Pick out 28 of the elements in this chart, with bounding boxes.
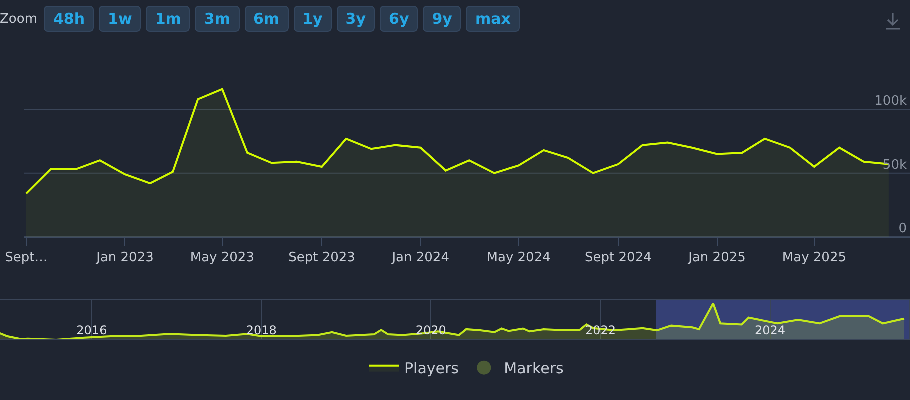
y-tick-label: 50k [882,158,908,173]
x-tick-label: Sept 2024 [585,250,652,266]
x-tick-label: May 2023 [190,250,254,266]
text: max [466,6,520,32]
text: 1w [99,6,142,32]
text: 1y [294,6,332,32]
text: Zoom [0,12,38,26]
text: 6y [380,6,418,32]
x-tick-label: Jan 2024 [391,250,450,266]
x-tick-label: Sept… [5,250,48,266]
x-tick-label: Sept 2023 [288,250,356,266]
legend-label: Markers [504,360,564,378]
x-tick-label: 2018 [246,324,277,338]
text: 48h [44,6,94,32]
text: 6m [244,6,289,32]
text: 1m [146,6,190,32]
y-tick-label: 0 [898,221,907,236]
text: 3m [195,6,240,32]
legend-label: Players [404,360,460,378]
x-tick-label: Jan 2023 [96,250,154,266]
x-tick-label: May 2024 [486,250,551,266]
x-tick-label: 2016 [76,324,108,338]
x-tick-label: 2024 [754,324,786,338]
y-tick-label: 100k [874,94,908,110]
x-tick-label: May 2025 [782,250,846,266]
text: 3y [336,6,376,32]
text: 9y [423,6,462,32]
x-tick-label: Jan 2025 [688,250,746,266]
